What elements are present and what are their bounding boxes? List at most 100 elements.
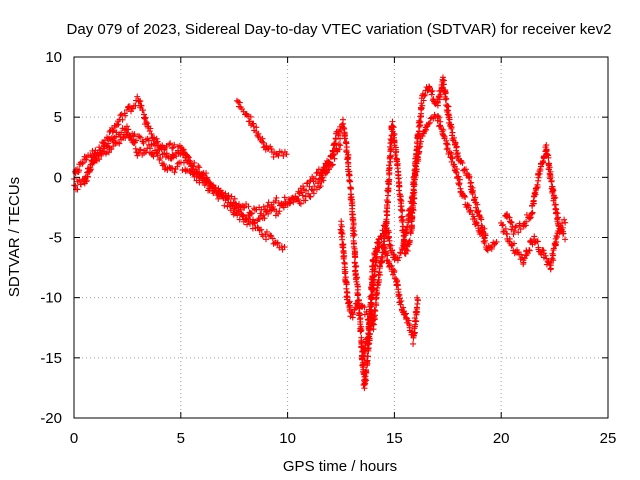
data-point bbox=[523, 211, 530, 218]
data-point bbox=[385, 233, 392, 240]
data-point bbox=[137, 146, 144, 153]
data-point bbox=[74, 186, 81, 193]
data-point bbox=[528, 210, 535, 217]
data-point bbox=[295, 196, 302, 203]
data-point bbox=[256, 216, 263, 223]
data-point bbox=[194, 168, 201, 175]
data-point bbox=[429, 87, 436, 94]
data-point bbox=[493, 238, 500, 245]
data-point bbox=[354, 283, 361, 290]
data-point bbox=[447, 149, 454, 156]
data-point bbox=[553, 232, 560, 239]
data-point bbox=[452, 168, 459, 175]
data-point bbox=[518, 251, 525, 258]
data-point bbox=[261, 215, 268, 222]
data-point bbox=[397, 250, 404, 257]
data-point bbox=[350, 221, 357, 228]
data-point bbox=[508, 226, 515, 233]
data-point bbox=[351, 253, 358, 260]
data-point bbox=[426, 84, 433, 91]
data-point bbox=[421, 92, 428, 99]
data-point bbox=[250, 120, 257, 127]
data-point bbox=[443, 146, 450, 153]
data-point bbox=[317, 183, 324, 190]
data-point bbox=[373, 255, 380, 262]
data-point bbox=[364, 334, 371, 341]
data-point bbox=[391, 269, 398, 276]
data-point bbox=[392, 152, 399, 159]
data-point bbox=[253, 124, 260, 131]
data-point bbox=[254, 224, 261, 231]
data-point bbox=[500, 228, 507, 235]
data-point bbox=[507, 219, 514, 226]
data-point bbox=[403, 230, 410, 237]
data-point bbox=[247, 113, 254, 120]
data-point bbox=[419, 102, 426, 109]
data-point bbox=[448, 151, 455, 158]
data-point bbox=[398, 203, 405, 210]
data-point bbox=[96, 144, 103, 151]
data-point bbox=[324, 169, 331, 176]
data-point bbox=[368, 292, 375, 299]
data-point bbox=[441, 133, 448, 140]
data-point bbox=[562, 236, 569, 243]
data-point bbox=[76, 167, 83, 174]
data-point bbox=[373, 294, 380, 301]
data-point bbox=[472, 204, 479, 211]
data-point bbox=[394, 257, 401, 264]
data-point bbox=[398, 297, 405, 304]
data-point bbox=[529, 209, 536, 216]
data-point bbox=[412, 172, 419, 179]
y-tick-label: 10 bbox=[45, 49, 62, 66]
data-point bbox=[376, 276, 383, 283]
data-point bbox=[369, 263, 376, 270]
data-point bbox=[554, 210, 561, 217]
data-point bbox=[84, 173, 91, 180]
data-point bbox=[411, 330, 418, 337]
data-point bbox=[166, 141, 173, 148]
data-point bbox=[281, 244, 288, 251]
data-point bbox=[129, 105, 136, 112]
data-point bbox=[224, 195, 231, 202]
data-point bbox=[122, 112, 129, 119]
data-point bbox=[434, 102, 441, 109]
data-point bbox=[511, 240, 518, 247]
data-point bbox=[348, 191, 355, 198]
data-point bbox=[508, 219, 515, 226]
data-point bbox=[453, 169, 460, 176]
data-point bbox=[546, 160, 553, 167]
data-point bbox=[142, 149, 149, 156]
series-track-i bbox=[502, 142, 569, 243]
series-track-d bbox=[233, 97, 290, 160]
y-tick-label: -5 bbox=[49, 230, 62, 247]
data-point bbox=[359, 356, 366, 363]
data-point bbox=[335, 132, 342, 139]
data-point bbox=[499, 221, 506, 228]
data-point bbox=[550, 187, 557, 194]
data-point bbox=[240, 212, 247, 219]
data-point bbox=[276, 208, 283, 215]
data-point bbox=[169, 165, 176, 172]
data-point bbox=[260, 203, 267, 210]
data-point bbox=[521, 255, 528, 262]
data-point bbox=[347, 185, 354, 192]
data-point bbox=[208, 183, 215, 190]
data-point bbox=[535, 174, 542, 181]
data-point bbox=[369, 268, 376, 275]
data-point bbox=[370, 258, 377, 265]
data-point bbox=[326, 159, 333, 166]
data-point bbox=[210, 190, 217, 197]
data-point bbox=[523, 218, 530, 225]
data-point bbox=[436, 114, 443, 121]
y-tick-label: 0 bbox=[54, 169, 62, 186]
data-point bbox=[171, 169, 178, 176]
data-point bbox=[456, 180, 463, 187]
data-point bbox=[478, 216, 485, 223]
data-point bbox=[361, 304, 368, 311]
data-point bbox=[561, 216, 568, 223]
data-point bbox=[191, 159, 198, 166]
data-point bbox=[341, 270, 348, 277]
data-point bbox=[350, 311, 357, 318]
data-point bbox=[163, 150, 170, 157]
data-point bbox=[187, 163, 194, 170]
